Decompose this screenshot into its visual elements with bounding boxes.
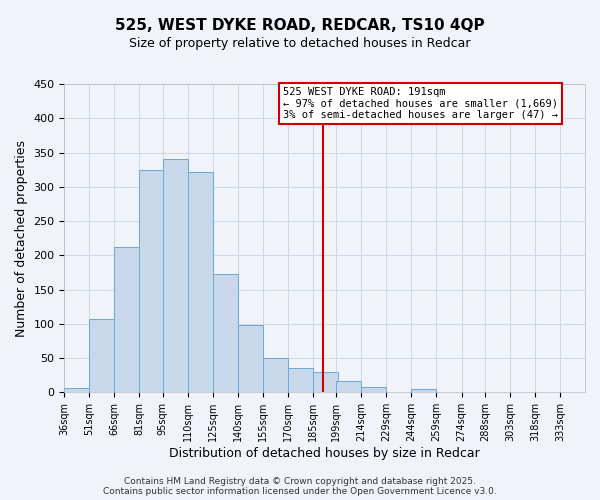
- Text: Contains public sector information licensed under the Open Government Licence v3: Contains public sector information licen…: [103, 487, 497, 496]
- Bar: [89, 319, 115, 392]
- Bar: [213, 274, 238, 392]
- Bar: [64, 388, 89, 392]
- Text: 525 WEST DYKE ROAD: 191sqm
← 97% of detached houses are smaller (1,669)
3% of se: 525 WEST DYKE ROAD: 191sqm ← 97% of deta…: [283, 87, 558, 120]
- Y-axis label: Number of detached properties: Number of detached properties: [15, 140, 28, 336]
- Bar: [313, 372, 338, 392]
- X-axis label: Distribution of detached houses by size in Redcar: Distribution of detached houses by size …: [169, 447, 480, 460]
- Bar: [115, 247, 139, 392]
- Bar: [288, 368, 313, 392]
- Bar: [139, 170, 164, 392]
- Bar: [238, 325, 263, 392]
- Bar: [412, 389, 436, 392]
- Bar: [188, 172, 213, 392]
- Bar: [337, 380, 361, 392]
- Bar: [361, 387, 386, 392]
- Text: Contains HM Land Registry data © Crown copyright and database right 2025.: Contains HM Land Registry data © Crown c…: [124, 477, 476, 486]
- Bar: [163, 160, 188, 392]
- Text: Size of property relative to detached houses in Redcar: Size of property relative to detached ho…: [129, 38, 471, 51]
- Text: 525, WEST DYKE ROAD, REDCAR, TS10 4QP: 525, WEST DYKE ROAD, REDCAR, TS10 4QP: [115, 18, 485, 32]
- Bar: [263, 358, 288, 392]
